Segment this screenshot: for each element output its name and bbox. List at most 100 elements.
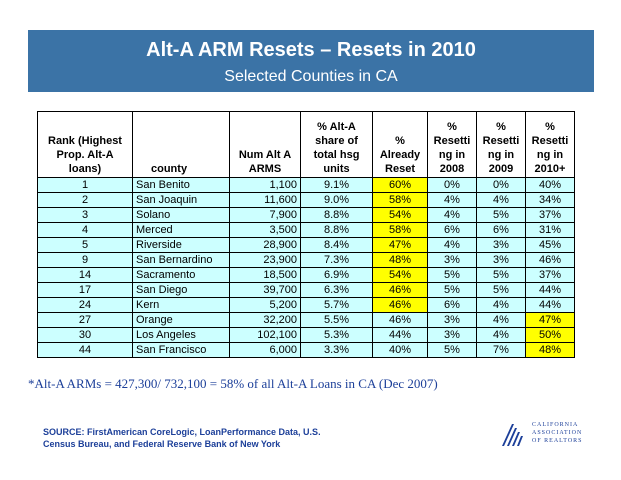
reset-2010-cell: 47%: [525, 312, 575, 328]
table-row: 17 San Diego 39,700 6.3% 46% 5% 5% 44%: [37, 282, 575, 298]
table-row: 27 Orange 32,200 5.5% 46% 3% 4% 47%: [37, 312, 575, 328]
table-row: 1 San Benito 1,100 9.1% 60% 0% 0% 40%: [37, 177, 575, 193]
table-row: 4 Merced 3,500 8.8% 58% 6% 6% 31%: [37, 222, 575, 238]
rank-cell: 2: [37, 192, 133, 208]
reset-2008-cell: 5%: [427, 282, 477, 298]
header-line: units: [323, 163, 350, 175]
header-line: %: [395, 135, 405, 147]
reset-2008-cell: 4%: [427, 207, 477, 223]
table-row: 44 San Francisco 6,000 3.3% 40% 5% 7% 48%: [37, 342, 575, 358]
header-line: Num Alt A: [238, 149, 292, 161]
share-cell: 7.3%: [300, 252, 373, 268]
arms-cell: 23,900: [229, 252, 301, 268]
table-row: 2 San Joaquin 11,600 9.0% 58% 4% 4% 34%: [37, 192, 575, 208]
arms-cell: 7,900: [229, 207, 301, 223]
arms-cell: 11,600: [229, 192, 301, 208]
already-reset-cell: 60%: [372, 177, 428, 193]
header-line: 2010+: [534, 163, 566, 175]
reset-2009-cell: 5%: [476, 267, 526, 283]
share-cell: 5.3%: [300, 327, 373, 343]
reset-2008-cell: 4%: [427, 237, 477, 253]
header-line: 2008: [439, 163, 465, 175]
rank-cell: 24: [37, 297, 133, 313]
rank-cell: 30: [37, 327, 133, 343]
logo-line: CALIFORNIA: [532, 422, 579, 428]
header-line: %: [447, 121, 457, 133]
reset-2010-cell: 31%: [525, 222, 575, 238]
arms-cell: 32,200: [229, 312, 301, 328]
county-cell: Merced: [132, 222, 230, 238]
table-row: 24 Kern 5,200 5.7% 46% 6% 4% 44%: [37, 297, 575, 313]
reset-2008-cell: 0%: [427, 177, 477, 193]
county-cell: Kern: [132, 297, 230, 313]
already-reset-cell: 44%: [372, 327, 428, 343]
header-line: ng in: [487, 149, 515, 161]
header-line: Reset: [385, 163, 415, 175]
header-2008: % Resetti ng in 2008: [427, 111, 477, 178]
header-line: Already: [379, 149, 421, 161]
county-cell: San Bernardino: [132, 252, 230, 268]
already-reset-cell: 40%: [372, 342, 428, 358]
reset-2008-cell: 6%: [427, 222, 477, 238]
reset-2010-cell: 45%: [525, 237, 575, 253]
county-cell: Sacramento: [132, 267, 230, 283]
table-header-row: Rank (Highest Prop. Alt-A loans) county Nu…: [37, 111, 575, 178]
rank-cell: 9: [37, 252, 133, 268]
header-2010: % Resetti ng in 2010+: [525, 111, 575, 178]
share-cell: 8.4%: [300, 237, 373, 253]
arms-cell: 39,700: [229, 282, 301, 298]
header-line: loans): [68, 163, 102, 175]
header-line: ng in: [438, 149, 466, 161]
share-cell: 6.9%: [300, 267, 373, 283]
header-arms: Num Alt A ARMS: [229, 111, 301, 178]
county-cell: San Joaquin: [132, 192, 230, 208]
arms-cell: 3,500: [229, 222, 301, 238]
arms-cell: 6,000: [229, 342, 301, 358]
arms-cell: 28,900: [229, 237, 301, 253]
arms-cell: 1,100: [229, 177, 301, 193]
reset-2009-cell: 4%: [476, 192, 526, 208]
reset-2009-cell: 4%: [476, 297, 526, 313]
county-cell: Solano: [132, 207, 230, 223]
already-reset-cell: 54%: [372, 207, 428, 223]
header-line: share of: [315, 135, 358, 147]
share-cell: 3.3%: [300, 342, 373, 358]
county-cell: Riverside: [132, 237, 230, 253]
table-row: 5 Riverside 28,900 8.4% 47% 4% 3% 45%: [37, 237, 575, 253]
county-cell: Orange: [132, 312, 230, 328]
reset-2009-cell: 4%: [476, 312, 526, 328]
reset-2009-cell: 7%: [476, 342, 526, 358]
rank-cell: 17: [37, 282, 133, 298]
share-cell: 9.1%: [300, 177, 373, 193]
header-line: 2009: [488, 163, 514, 175]
reset-2009-cell: 4%: [476, 327, 526, 343]
reset-2010-cell: 34%: [525, 192, 575, 208]
header-line: Resetti: [433, 135, 471, 147]
county-cell: San Diego: [132, 282, 230, 298]
reset-2009-cell: 3%: [476, 252, 526, 268]
rank-cell: 1: [37, 177, 133, 193]
table-row: 9 San Bernardino 23,900 7.3% 48% 3% 3% 46%: [37, 252, 575, 268]
share-cell: 8.8%: [300, 207, 373, 223]
county-cell: San Benito: [132, 177, 230, 193]
rank-cell: 5: [37, 237, 133, 253]
already-reset-cell: 58%: [372, 192, 428, 208]
source-line: SOURCE: FirstAmerican CoreLogic, LoanPer…: [43, 427, 321, 437]
reset-2010-cell: 37%: [525, 207, 575, 223]
header-reset: % Already Reset: [372, 111, 428, 178]
logo-line: OF REALTORS: [532, 438, 583, 444]
already-reset-cell: 54%: [372, 267, 428, 283]
share-cell: 5.7%: [300, 297, 373, 313]
share-cell: 6.3%: [300, 282, 373, 298]
reset-2009-cell: 6%: [476, 222, 526, 238]
header-line: % Alt-A: [317, 121, 356, 133]
header-line: Prop. Alt-A: [56, 149, 114, 161]
header-line: total hsg: [313, 149, 360, 161]
reset-2008-cell: 3%: [427, 312, 477, 328]
rank-cell: 44: [37, 342, 133, 358]
header-line: Resetti: [482, 135, 520, 147]
reset-2008-cell: 3%: [427, 252, 477, 268]
logo-line: ASSOCIATION: [532, 430, 583, 436]
header-line: ARMS: [248, 163, 282, 175]
reset-2008-cell: 5%: [427, 267, 477, 283]
